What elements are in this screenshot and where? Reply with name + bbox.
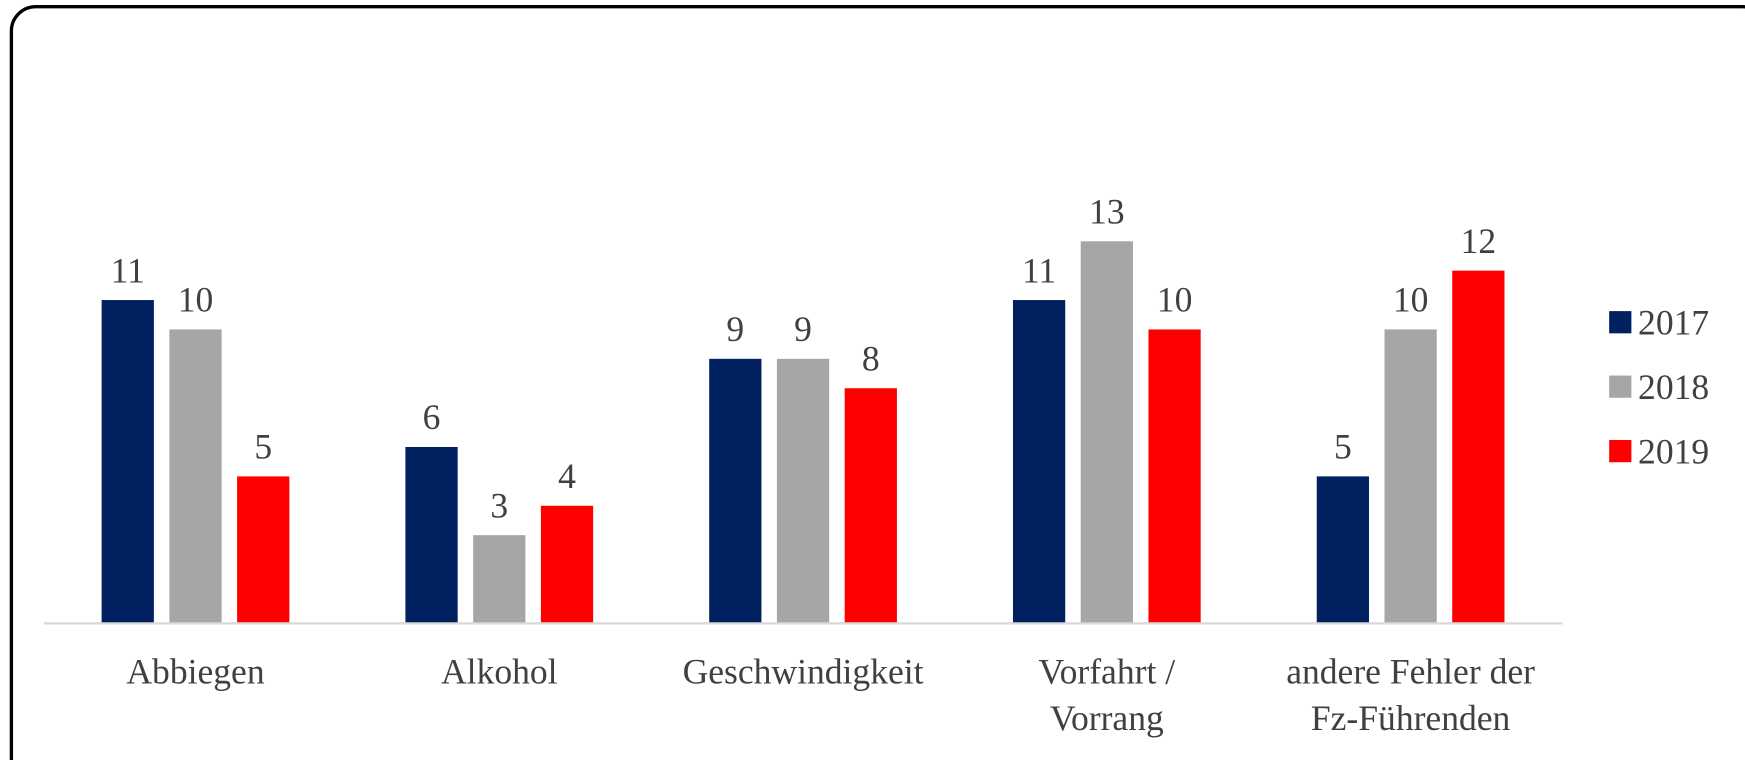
legend-label: 2017 xyxy=(1638,302,1709,342)
data-label: 11 xyxy=(111,250,145,290)
data-label: 5 xyxy=(1334,427,1352,467)
data-label: 8 xyxy=(862,338,880,378)
bar xyxy=(1452,270,1505,624)
x-tick-label-box: Vorfahrt / Vorrang xyxy=(1038,651,1176,738)
legend-swatch xyxy=(1609,375,1632,398)
x-tick-label-box: Geschwindigkeit xyxy=(682,651,924,692)
bar xyxy=(1012,300,1066,624)
x-tick-label: Geschwindigkeit xyxy=(682,651,924,692)
legend-label: 2018 xyxy=(1638,367,1709,407)
bar xyxy=(776,358,830,624)
legend-label: 2019 xyxy=(1638,431,1709,471)
data-label: 12 xyxy=(1461,221,1497,261)
bar xyxy=(1080,241,1133,624)
bar xyxy=(473,535,526,624)
data-label: 9 xyxy=(726,309,744,349)
bar xyxy=(1148,329,1201,624)
bar xyxy=(1316,476,1369,624)
data-label: 11 xyxy=(1022,250,1056,290)
bar xyxy=(405,447,458,624)
bar xyxy=(844,388,897,624)
legend-swatch xyxy=(1609,440,1632,463)
x-tick-label-box: Alkohol xyxy=(440,651,558,692)
bar xyxy=(169,329,222,624)
x-tick-label: Alkohol xyxy=(440,651,558,692)
data-label: 9 xyxy=(794,309,812,349)
bar xyxy=(1384,329,1437,624)
data-label: 13 xyxy=(1089,191,1125,231)
x-tick-label: Abbiegen xyxy=(126,651,265,692)
x-tick-label: Vorfahrt / Vorrang xyxy=(1038,651,1176,738)
data-label: 4 xyxy=(558,456,576,496)
data-label: 10 xyxy=(178,280,214,320)
bar xyxy=(101,300,154,624)
x-tick-label-box: Abbiegen xyxy=(126,651,265,692)
data-label: 10 xyxy=(1393,280,1429,320)
bar xyxy=(540,505,594,624)
data-label: 10 xyxy=(1157,280,1193,320)
data-label: 5 xyxy=(254,427,272,467)
legend-swatch xyxy=(1609,311,1632,334)
bar xyxy=(237,476,290,624)
data-label: 6 xyxy=(423,397,441,437)
data-label: 3 xyxy=(490,485,508,525)
x-tick-label-box: andere Fehler der Fz-Führenden xyxy=(1286,651,1535,738)
x-tick-label: andere Fehler der Fz-Führenden xyxy=(1286,651,1535,738)
bar xyxy=(709,358,762,624)
